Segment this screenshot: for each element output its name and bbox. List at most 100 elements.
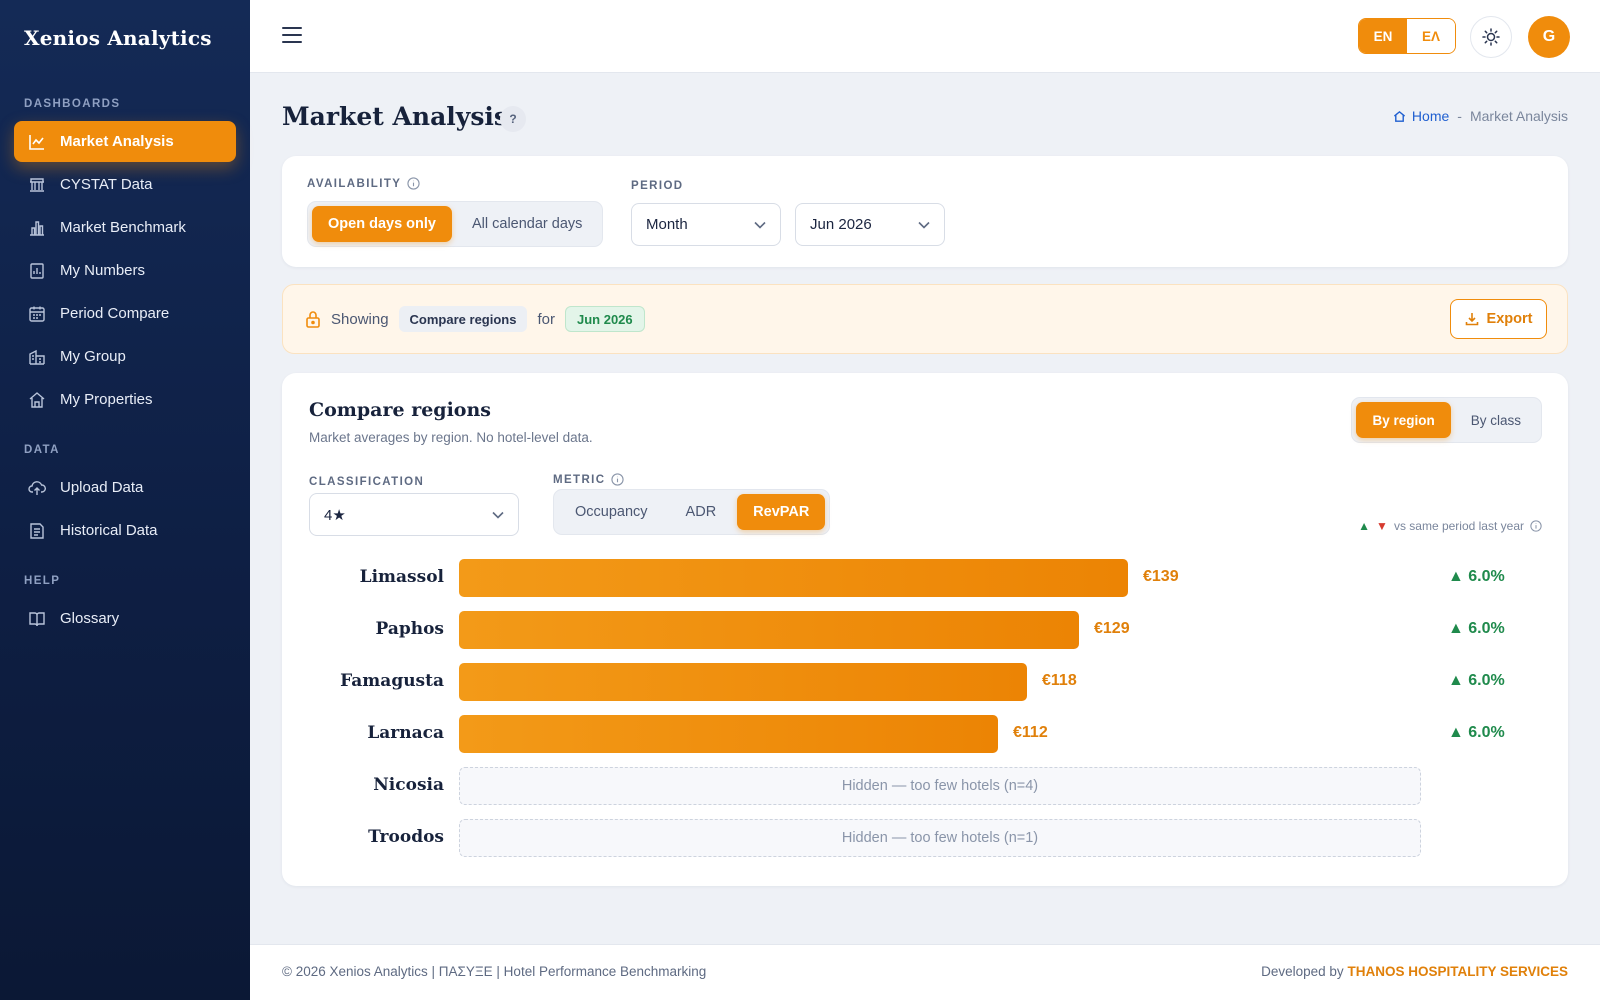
- group-by-toggle: By region By class: [1351, 397, 1542, 443]
- chart-row: Paphos €129 ▲ 6.0%: [282, 611, 1568, 649]
- period-type-value: Month: [646, 216, 688, 233]
- by-region-button[interactable]: By region: [1356, 402, 1451, 438]
- section-data: DATA: [24, 444, 60, 456]
- export-label: Export: [1486, 311, 1533, 327]
- sidebar-item-my-group[interactable]: My Group: [14, 336, 236, 377]
- metric-adr-button[interactable]: ADR: [685, 504, 717, 520]
- chart-row: Troodos Hidden — too few hotels (n=1): [282, 819, 1568, 857]
- revpar-bar[interactable]: [459, 611, 1079, 649]
- period-value-select[interactable]: Jun 2026: [795, 203, 945, 246]
- period-type-select[interactable]: Month: [631, 203, 781, 246]
- sidebar-item-label: Market Analysis: [60, 133, 174, 150]
- yoy-change-label: ▲ 6.0%: [1448, 568, 1505, 585]
- chevron-down-icon: [754, 221, 766, 229]
- compare-title: Compare regions: [309, 399, 491, 421]
- availability-all-days-button[interactable]: All calendar days: [471, 216, 583, 232]
- info-icon[interactable]: [407, 177, 420, 190]
- availability-open-days-button[interactable]: Open days only: [312, 206, 452, 242]
- availability-label-text: AVAILABILITY: [307, 177, 402, 190]
- user-avatar[interactable]: G: [1528, 16, 1570, 58]
- classification-value: 4★: [324, 506, 346, 524]
- period-chip: Jun 2026: [564, 306, 645, 332]
- yoy-change-label: ▲ 6.0%: [1448, 724, 1505, 741]
- theme-toggle-button[interactable]: [1470, 16, 1512, 58]
- lang-en-button[interactable]: EN: [1359, 19, 1407, 53]
- brand-logo[interactable]: Xenios Analytics: [24, 26, 212, 50]
- book-icon: [28, 610, 46, 628]
- compare-subtitle: Market averages by region. No hotel-leve…: [309, 430, 593, 445]
- sidebar-item-label: Historical Data: [60, 522, 158, 539]
- yoy-change-label: ▲ 6.0%: [1448, 620, 1505, 637]
- chevron-down-icon: [918, 221, 930, 229]
- yoy-change-label: ▲ 6.0%: [1448, 672, 1505, 689]
- document-icon: [28, 522, 46, 540]
- sidebar-item-historical-data[interactable]: Historical Data: [14, 510, 236, 551]
- revpar-bar[interactable]: [459, 715, 998, 753]
- compare-regions-card: Compare regions Market averages by regio…: [282, 373, 1568, 886]
- home-icon: [1393, 110, 1405, 122]
- line-chart-icon: [28, 133, 46, 151]
- region-label: Famagusta: [340, 671, 444, 691]
- sidebar-item-cystat-data[interactable]: CYSTAT Data: [14, 164, 236, 205]
- sidebar-item-upload-data[interactable]: Upload Data: [14, 467, 236, 508]
- bar-chart-icon: [28, 219, 46, 237]
- calendar-icon: [28, 305, 46, 323]
- hidden-region-placeholder: Hidden — too few hotels (n=1): [459, 819, 1421, 857]
- metric-occupancy-button[interactable]: Occupancy: [575, 504, 648, 520]
- down-arrow-icon: ▼: [1376, 519, 1388, 533]
- classification-select[interactable]: 4★: [309, 493, 519, 536]
- sidebar-item-my-numbers[interactable]: My Numbers: [14, 250, 236, 291]
- footer-dev-name[interactable]: THANOS HOSPITALITY SERVICES: [1347, 964, 1568, 979]
- sidebar-item-market-analysis[interactable]: Market Analysis: [14, 121, 236, 162]
- breadcrumb: Home - Market Analysis: [1393, 108, 1568, 124]
- filter-card: AVAILABILITY Open days only All calendar…: [282, 156, 1568, 267]
- region-label: Paphos: [375, 619, 445, 639]
- revpar-bar[interactable]: [459, 559, 1128, 597]
- info-icon[interactable]: [611, 473, 625, 486]
- menu-icon[interactable]: [282, 26, 302, 44]
- chart-row: Nicosia Hidden — too few hotels (n=4): [282, 767, 1568, 805]
- selection-summary-bar: Showing Compare regions for Jun 2026 Exp…: [282, 284, 1568, 354]
- availability-toggle: Open days only All calendar days: [307, 201, 604, 247]
- by-class-button[interactable]: By class: [1470, 412, 1521, 428]
- availability-label: AVAILABILITY: [307, 177, 420, 190]
- info-icon[interactable]: [1530, 520, 1542, 532]
- sidebar-item-label: Market Benchmark: [60, 219, 186, 236]
- breadcrumb-home-label: Home: [1411, 108, 1450, 124]
- export-button[interactable]: Export: [1450, 299, 1547, 339]
- view-chip: Compare regions: [398, 306, 528, 332]
- help-button[interactable]: ?: [500, 106, 526, 132]
- home-icon: [28, 391, 46, 409]
- bar-value-label: €112: [1013, 724, 1048, 741]
- region-label: Nicosia: [373, 775, 444, 795]
- cloud-upload-icon: [28, 479, 46, 497]
- breadcrumb-current: Market Analysis: [1469, 108, 1568, 124]
- metric-label-text: METRIC: [553, 473, 606, 486]
- metric-revpar-button[interactable]: RevPAR: [737, 494, 826, 530]
- sidebar-item-label: Period Compare: [60, 305, 170, 322]
- hidden-region-placeholder: Hidden — too few hotels (n=4): [459, 767, 1421, 805]
- bar-value-label: €118: [1042, 672, 1077, 689]
- region-label: Limassol: [359, 567, 444, 587]
- sidebar-item-market-benchmark[interactable]: Market Benchmark: [14, 207, 236, 248]
- for-label: for: [537, 310, 555, 328]
- chevron-down-icon: [492, 511, 504, 519]
- section-dashboards: DASHBOARDS: [24, 98, 121, 110]
- bar-value-label: €139: [1143, 568, 1179, 585]
- lang-el-button[interactable]: ΕΛ: [1407, 19, 1455, 53]
- chart-row: Limassol €139 ▲ 6.0%: [282, 559, 1568, 597]
- footer-copyright: © 2026 Xenios Analytics | ΠΑΣΥΞΕ | Hotel…: [282, 964, 707, 979]
- lock-icon: [306, 311, 320, 328]
- showing-label: Showing: [331, 310, 389, 328]
- breadcrumb-home-link[interactable]: Home: [1393, 108, 1449, 124]
- report-icon: [28, 262, 46, 280]
- sidebar-item-glossary[interactable]: Glossary: [14, 598, 236, 639]
- bar-value-label: €129: [1094, 620, 1130, 637]
- download-icon: [1465, 313, 1478, 326]
- chart-row: Larnaca €112 ▲ 6.0%: [282, 715, 1568, 753]
- sidebar-item-my-properties[interactable]: My Properties: [14, 379, 236, 420]
- classification-label: CLASSIFICATION: [309, 476, 425, 488]
- sidebar-item-label: CYSTAT Data: [60, 176, 153, 193]
- revpar-bar[interactable]: [459, 663, 1027, 701]
- sidebar-item-period-compare[interactable]: Period Compare: [14, 293, 236, 334]
